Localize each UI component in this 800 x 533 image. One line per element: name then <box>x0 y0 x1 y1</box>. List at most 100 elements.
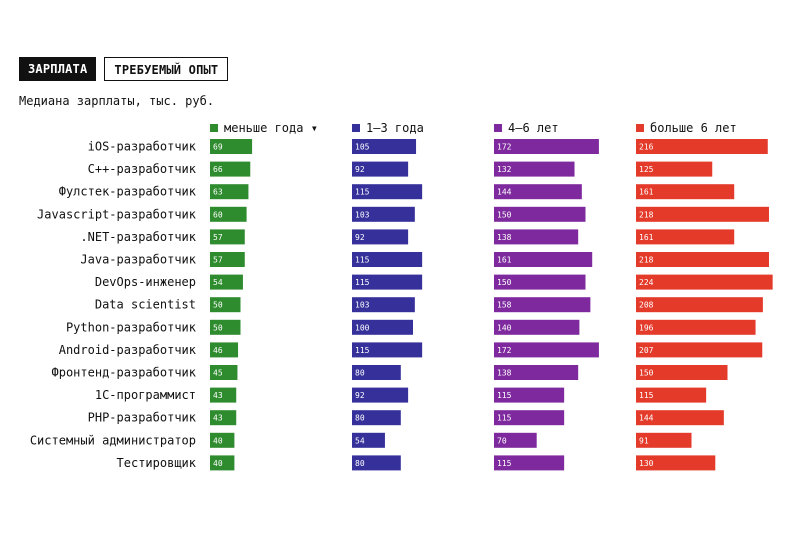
bar-value-label: 57 <box>213 256 223 265</box>
bar <box>636 455 716 471</box>
bar <box>210 297 241 313</box>
bar <box>636 229 735 245</box>
bar <box>210 365 238 380</box>
bar-value-label: 70 <box>497 436 507 445</box>
bar-value-label: 66 <box>213 165 223 174</box>
bar <box>494 365 579 380</box>
bar-value-label: 218 <box>639 256 654 265</box>
bar-value-label: 218 <box>639 210 654 219</box>
bar <box>494 252 593 267</box>
bar-value-label: 54 <box>213 278 223 287</box>
bar <box>636 319 756 335</box>
bar-value-label: 69 <box>213 143 223 152</box>
bar <box>352 229 409 245</box>
bar <box>494 229 579 245</box>
bar <box>636 274 773 290</box>
bar <box>352 365 401 380</box>
legend-label: больше 6 лет <box>650 121 737 135</box>
bar-value-label: 161 <box>497 256 512 265</box>
bar-value-label: 115 <box>497 459 512 468</box>
category-label: .NET-разработчик <box>80 230 196 244</box>
category-label: DevOps-инженер <box>95 275 196 289</box>
bar <box>636 184 735 200</box>
bar <box>352 184 423 200</box>
bar-value-label: 92 <box>355 391 365 400</box>
category-label: Системный администратор <box>30 433 196 447</box>
legend-label[interactable]: меньше года ▾ <box>224 121 318 135</box>
bar <box>494 342 599 358</box>
bar <box>494 274 586 290</box>
bar <box>494 410 565 426</box>
bar <box>210 229 245 245</box>
bar-value-label: 54 <box>355 436 365 445</box>
bar-value-label: 224 <box>639 278 654 287</box>
tab-bar: ЗАРПЛАТА ТРЕБУЕМЫЙ ОПЫТ <box>19 57 229 81</box>
bar <box>352 274 423 290</box>
bar-value-label: 115 <box>355 256 370 265</box>
bar <box>636 432 692 448</box>
bar <box>210 455 235 471</box>
tab-required-experience[interactable]: ТРЕБУЕМЫЙ ОПЫТ <box>104 57 229 81</box>
bar-value-label: 80 <box>355 459 365 468</box>
bar-value-label: 150 <box>497 210 512 219</box>
legend-swatch <box>352 124 360 132</box>
bar <box>494 184 582 200</box>
bar-value-label: 40 <box>213 436 223 445</box>
bar <box>636 252 769 267</box>
bar-value-label: 158 <box>497 301 512 310</box>
bar-value-label: 60 <box>213 210 223 219</box>
bar-value-label: 43 <box>213 391 223 400</box>
legend-swatch <box>210 124 218 132</box>
bar <box>636 342 763 358</box>
bar-value-label: 80 <box>355 414 365 423</box>
bar <box>636 387 707 403</box>
bar-value-label: 43 <box>213 414 223 423</box>
bar <box>352 387 409 403</box>
bar-value-label: 208 <box>639 301 654 310</box>
bar <box>210 206 247 222</box>
bar <box>636 206 769 222</box>
bar-value-label: 115 <box>355 346 370 355</box>
bar-value-label: 161 <box>639 233 654 242</box>
bar-value-label: 138 <box>497 233 512 242</box>
bar <box>494 139 599 154</box>
bar-value-label: 115 <box>639 391 654 400</box>
bar <box>352 410 401 426</box>
bar-value-label: 115 <box>497 391 512 400</box>
category-label: Фулстек-разработчик <box>59 185 197 199</box>
bar-value-label: 40 <box>213 459 223 468</box>
bar <box>210 161 251 177</box>
legend-label: 4–6 лет <box>508 121 559 135</box>
bar-value-label: 125 <box>639 165 654 174</box>
bar-value-label: 144 <box>497 188 512 197</box>
bar <box>494 206 586 222</box>
bar <box>352 206 415 222</box>
category-label: Java-разработчик <box>80 253 196 267</box>
bar <box>352 297 415 313</box>
bar-value-label: 172 <box>497 346 512 355</box>
bar-value-label: 46 <box>213 346 223 355</box>
category-label: Javascript-разработчик <box>37 207 197 221</box>
bar-value-label: 150 <box>639 369 654 378</box>
bar-value-label: 45 <box>213 369 223 378</box>
bar <box>636 410 724 426</box>
bar-value-label: 105 <box>355 143 370 152</box>
bar-value-label: 103 <box>355 301 370 310</box>
legend-swatch <box>494 124 502 132</box>
bar <box>494 161 575 177</box>
bar-value-label: 150 <box>497 278 512 287</box>
bar-value-label: 115 <box>355 188 370 197</box>
bar-value-label: 140 <box>497 323 512 332</box>
tab-salary[interactable]: ЗАРПЛАТА <box>19 57 97 81</box>
bar <box>352 139 417 154</box>
legend-label: 1–3 года <box>366 121 424 135</box>
bar-value-label: 63 <box>213 188 223 197</box>
bar <box>210 139 253 154</box>
bar-value-label: 57 <box>213 233 223 242</box>
bar <box>210 274 243 290</box>
bar-value-label: 207 <box>639 346 654 355</box>
bar-value-label: 91 <box>639 436 649 445</box>
bar-value-label: 103 <box>355 210 370 219</box>
bar-value-label: 80 <box>355 369 365 378</box>
